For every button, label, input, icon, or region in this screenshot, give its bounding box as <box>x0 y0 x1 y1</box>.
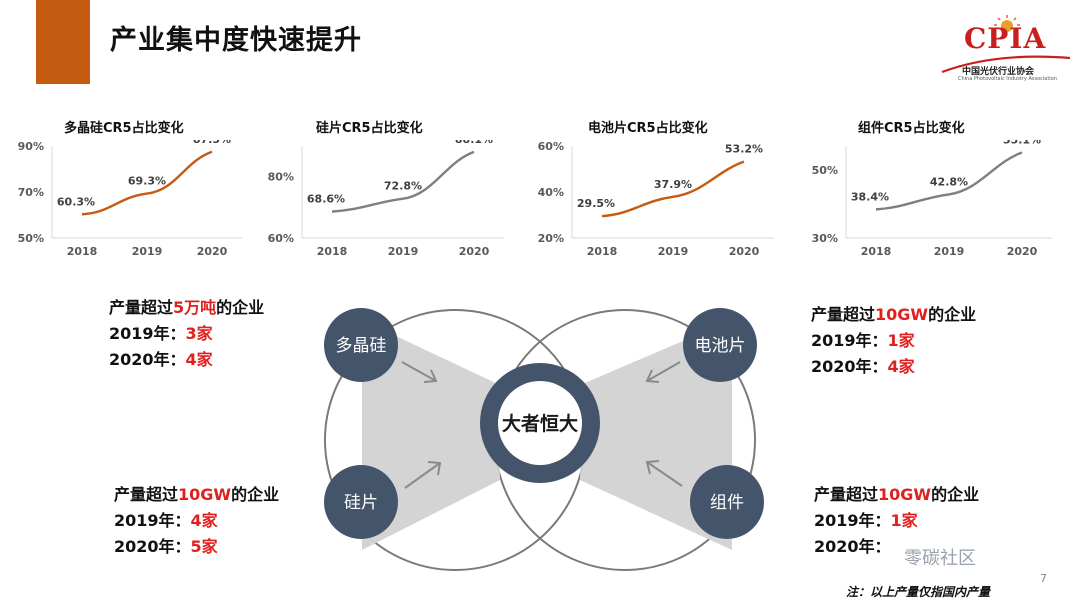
page-number: 7 <box>1040 572 1047 585</box>
series-line <box>331 150 475 213</box>
footnote: 注：以上产量仅指国内产量 <box>846 585 991 599</box>
node-wafer-label: 硅片 <box>344 493 378 513</box>
title-accent-bar <box>36 0 90 84</box>
x-tick-label: 2018 <box>861 245 892 258</box>
y-tick-label: 20% <box>538 232 564 245</box>
data-label: 38.4% <box>851 190 889 203</box>
stats-row: 2020年：4家 <box>811 357 915 376</box>
data-label: 42.8% <box>930 175 968 188</box>
data-label: 60.3% <box>57 195 95 208</box>
node-module <box>690 465 764 539</box>
logo-subtitle: 中国光伏行业协会 <box>962 67 1035 77</box>
stats-row: 2020年： <box>814 537 891 556</box>
data-label: 69.3% <box>128 175 166 188</box>
y-tick-label: 30% <box>812 232 838 245</box>
data-label: 29.5% <box>577 197 615 210</box>
data-label: 68.6% <box>307 193 345 206</box>
arrow-icon-bottomleft <box>404 461 442 489</box>
watermark: 零碳社区 <box>904 548 976 569</box>
x-tick-label: 2018 <box>587 245 618 258</box>
y-tick-label: 70% <box>18 186 44 199</box>
stats-row: 2019年：3家 <box>109 324 213 343</box>
y-tick-label: 60% <box>268 232 294 245</box>
chart-cell: 20% 40% 60% 2018 2019 2020 29.5% 37.9% 53.2% <box>538 140 774 258</box>
stats-wafer: 产量超过10GW的企业 2019年：4家 2020年：5家 <box>114 482 279 560</box>
x-tick-label: 2020 <box>1007 245 1038 258</box>
y-tick-label: 50% <box>812 164 838 177</box>
x-tick-label: 2018 <box>67 245 98 258</box>
arrow-icon-topleft <box>401 361 438 383</box>
stats-cell: 产量超过10GW的企业 2019年：1家 2020年：4家 <box>811 302 976 380</box>
chart-polysilicon: 50% 70% 90% 2018 2019 2020 60.3% 69.3% 87.5% <box>18 140 242 258</box>
chart-title-polysilicon: 多晶硅CR5占比变化 <box>64 121 184 136</box>
data-label: 53.2% <box>725 143 763 156</box>
series-line <box>875 151 1023 211</box>
y-tick-label: 60% <box>538 140 564 153</box>
data-label: 87.5% <box>193 140 231 146</box>
center-label: 大者恒大 <box>502 412 578 435</box>
x-tick-label: 2018 <box>317 245 348 258</box>
x-tick-label: 2019 <box>132 245 163 258</box>
stats-polysilicon: 产量超过5万吨的企业 2019年：3家 2020年：4家 <box>109 295 264 373</box>
y-tick-label: 50% <box>18 232 44 245</box>
y-tick-label: 90% <box>18 140 44 153</box>
chart-wafer: 60% 80% 2018 2019 2020 68.6% 72.8% 88.1% <box>268 140 504 258</box>
chart-module: 30% 50% 2018 2019 2020 38.4% 42.8% 55.1% <box>812 140 1052 258</box>
stats-headline: 产量超过10GW的企业 <box>114 485 280 504</box>
stats-headline: 产量超过10GW的企业 <box>814 485 980 504</box>
stats-row: 2020年：5家 <box>114 537 218 556</box>
y-tick-label: 40% <box>538 186 564 199</box>
arrow-icon-topright <box>645 361 681 383</box>
x-tick-label: 2020 <box>459 245 490 258</box>
stats-module: 产量超过10GW的企业 2019年：1家 2020年： <box>814 482 979 560</box>
logo-text: CPIA <box>964 22 1047 55</box>
page-title: 产业集中度快速提升 <box>110 25 362 56</box>
stats-row: 2019年：4家 <box>114 511 218 530</box>
x-tick-label: 2019 <box>934 245 965 258</box>
stats-headline: 产量超过5万吨的企业 <box>109 298 265 317</box>
concentration-diagram: 大者恒大 多晶硅 硅片 电池片 组件 <box>324 308 764 571</box>
x-tick-label: 2020 <box>197 245 228 258</box>
node-cell-label: 电池片 <box>695 336 746 356</box>
node-module-label: 组件 <box>710 493 744 513</box>
sun-icon <box>994 15 1020 32</box>
x-tick-label: 2019 <box>658 245 689 258</box>
data-label: 72.8% <box>384 180 422 193</box>
x-tick-label: 2020 <box>729 245 760 258</box>
series-line <box>81 150 213 216</box>
chart-title-wafer: 硅片CR5占比变化 <box>316 121 423 136</box>
data-label: 88.1% <box>455 140 493 146</box>
y-tick-label: 80% <box>268 171 294 184</box>
chart-title-cell: 电池片CR5占比变化 <box>588 121 708 136</box>
stats-row: 2019年：1家 <box>811 331 915 350</box>
cpia-logo <box>941 15 1071 74</box>
data-label: 55.1% <box>1003 140 1041 146</box>
stats-row: 2020年：4家 <box>109 350 213 369</box>
node-polysilicon-label: 多晶硅 <box>336 336 387 356</box>
chart-title-module: 组件CR5占比变化 <box>858 121 965 136</box>
node-polysilicon <box>324 308 398 382</box>
stats-headline: 产量超过10GW的企业 <box>811 305 977 324</box>
stats-row: 2019年：1家 <box>814 511 918 530</box>
arrow-icon-bottomright <box>645 460 683 487</box>
node-wafer <box>324 465 398 539</box>
center-core <box>498 381 582 465</box>
x-tick-label: 2019 <box>388 245 419 258</box>
series-line <box>601 160 745 218</box>
data-label: 37.9% <box>654 178 692 191</box>
node-cell <box>683 308 757 382</box>
logo-subtitle-en: China Photovoltaic Industry Association <box>958 76 1057 82</box>
